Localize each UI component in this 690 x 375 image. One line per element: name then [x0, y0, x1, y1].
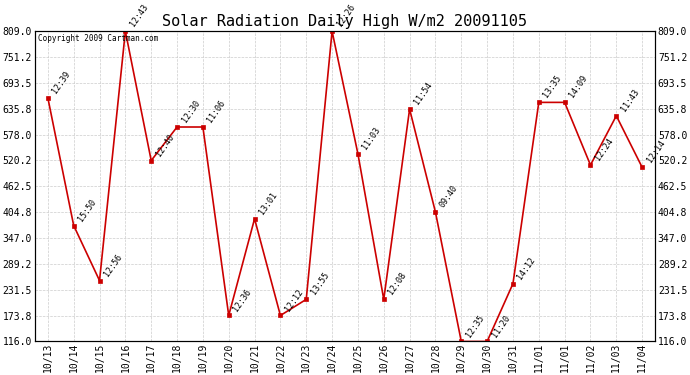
Text: 09:40: 09:40: [438, 184, 460, 209]
Text: 11:20: 11:20: [490, 313, 511, 339]
Text: Copyright 2009 Cartman.com: Copyright 2009 Cartman.com: [38, 34, 158, 43]
Text: 12:26: 12:26: [335, 3, 357, 28]
Text: 12:12: 12:12: [283, 287, 305, 313]
Text: 12:39: 12:39: [50, 69, 72, 95]
Text: 11:03: 11:03: [361, 126, 382, 151]
Text: 11:43: 11:43: [619, 87, 641, 113]
Text: 11:54: 11:54: [413, 81, 434, 106]
Text: 13:01: 13:01: [257, 190, 279, 216]
Text: 12:40: 12:40: [154, 132, 176, 158]
Text: 13:55: 13:55: [309, 271, 331, 297]
Text: 12:30: 12:30: [180, 99, 201, 124]
Text: 12:08: 12:08: [386, 271, 408, 297]
Text: 11:06: 11:06: [206, 99, 228, 124]
Text: 12:35: 12:35: [464, 313, 486, 339]
Text: 12:56: 12:56: [102, 252, 124, 278]
Text: 14:12: 14:12: [515, 255, 538, 281]
Text: 15:50: 15:50: [77, 197, 98, 223]
Text: 13:35: 13:35: [542, 74, 563, 100]
Text: 12:14: 12:14: [645, 139, 667, 165]
Text: 12:43: 12:43: [128, 3, 150, 28]
Text: 14:09: 14:09: [567, 74, 589, 100]
Title: Solar Radiation Daily High W/m2 20091105: Solar Radiation Daily High W/m2 20091105: [163, 13, 527, 28]
Text: 12:24: 12:24: [593, 136, 615, 162]
Text: 12:36: 12:36: [232, 287, 253, 313]
